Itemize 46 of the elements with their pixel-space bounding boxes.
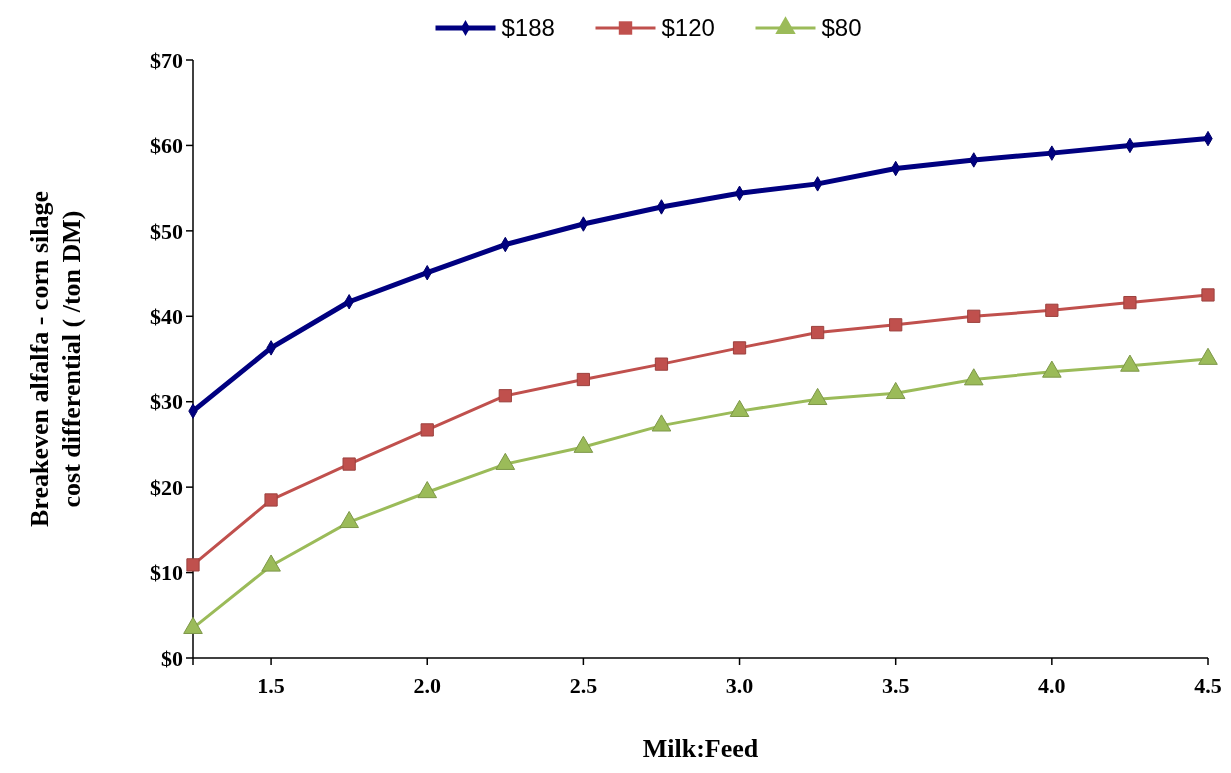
x-tick-label: 3.0 <box>725 673 754 698</box>
point <box>1198 347 1218 365</box>
x-tick-label: 3.5 <box>881 673 910 698</box>
y-tick-label: $30 <box>150 389 183 415</box>
point <box>807 387 828 406</box>
x-axis-title: Milk:Feed <box>642 734 759 763</box>
point <box>889 318 903 332</box>
point <box>810 325 825 340</box>
point <box>495 452 516 470</box>
point <box>729 399 750 417</box>
point <box>342 457 356 471</box>
point <box>1123 295 1137 310</box>
y-tick-label: $20 <box>150 474 183 500</box>
x-tick-label: 2.0 <box>413 673 441 698</box>
y-axis-title: Breakeven alfalfa - corn silage cost differential ( /ton DM) <box>25 190 86 528</box>
x-tick-label: 2.5 <box>569 673 598 698</box>
point <box>1045 303 1059 317</box>
x-tick-label: 1.5 <box>257 673 285 698</box>
legend-label: $80 <box>821 14 862 42</box>
x-tick-label: 4.0 <box>1038 673 1066 698</box>
point <box>654 357 669 371</box>
point <box>261 554 281 572</box>
point <box>1201 288 1215 302</box>
point <box>339 510 359 529</box>
point <box>732 341 747 355</box>
y-tick-label: $10 <box>150 560 183 586</box>
point <box>967 309 981 323</box>
point <box>183 616 203 634</box>
y-tick-label: $0 <box>161 645 183 671</box>
legend-label: $120 <box>661 14 715 42</box>
y-tick-label: $70 <box>150 47 183 73</box>
y-tick-label: $40 <box>150 303 183 329</box>
point <box>498 389 512 403</box>
point <box>1120 354 1140 372</box>
point <box>417 481 438 499</box>
point <box>885 381 906 400</box>
point <box>573 435 594 453</box>
legend-label: $188 <box>501 14 555 42</box>
point <box>576 372 591 387</box>
point <box>651 414 672 432</box>
point <box>1042 360 1062 378</box>
point <box>420 423 434 437</box>
x-tick-label: 4.5 <box>1194 673 1222 698</box>
point <box>963 368 984 386</box>
y-tick-label: $50 <box>150 218 183 244</box>
y-tick-label: $60 <box>150 133 183 159</box>
